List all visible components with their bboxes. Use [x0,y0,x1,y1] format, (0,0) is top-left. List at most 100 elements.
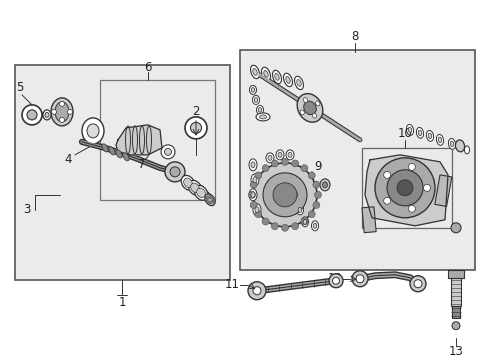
Text: 11: 11 [224,278,239,291]
Ellipse shape [274,73,279,80]
Bar [434,175,451,206]
Circle shape [374,158,434,218]
Circle shape [252,163,316,227]
Circle shape [190,122,201,133]
Ellipse shape [252,204,261,216]
Circle shape [249,202,257,208]
Circle shape [254,211,261,218]
Ellipse shape [263,71,268,77]
Ellipse shape [252,95,259,104]
Text: 7: 7 [138,158,145,171]
Ellipse shape [208,201,211,204]
Circle shape [355,275,363,283]
Circle shape [184,117,206,139]
Ellipse shape [252,68,257,75]
Ellipse shape [194,185,207,200]
Bar [100,80,215,200]
Circle shape [396,180,412,196]
Ellipse shape [250,162,254,168]
Circle shape [386,170,422,206]
Ellipse shape [296,80,301,86]
Text: 6: 6 [144,62,151,75]
Circle shape [407,163,414,170]
Circle shape [328,274,342,288]
Ellipse shape [249,85,256,94]
Ellipse shape [285,77,290,83]
Circle shape [272,183,296,207]
Polygon shape [116,125,162,155]
Circle shape [300,218,307,225]
Ellipse shape [426,130,433,141]
Bar [361,148,451,228]
Text: 12: 12 [327,272,342,285]
Circle shape [161,145,175,159]
Ellipse shape [313,223,316,228]
Text: 9: 9 [314,160,321,174]
Circle shape [314,191,321,198]
Ellipse shape [258,108,261,112]
Ellipse shape [211,197,214,199]
Text: 4: 4 [64,153,72,166]
Ellipse shape [319,179,329,191]
Circle shape [262,218,268,225]
Circle shape [312,202,319,208]
Circle shape [409,276,425,292]
Ellipse shape [87,124,99,138]
Circle shape [451,322,459,330]
Circle shape [307,172,315,179]
Ellipse shape [267,156,271,160]
Circle shape [67,109,72,114]
Circle shape [423,184,429,191]
Text: 8: 8 [350,31,358,44]
Circle shape [413,280,421,288]
Ellipse shape [283,73,292,87]
Ellipse shape [181,175,194,190]
Ellipse shape [251,88,254,92]
Ellipse shape [188,180,202,195]
Circle shape [262,165,268,172]
Text: 2: 2 [192,105,199,118]
Ellipse shape [45,112,49,117]
Circle shape [271,160,278,167]
Circle shape [254,172,261,179]
Bar [15,65,229,280]
Ellipse shape [427,133,431,139]
Ellipse shape [51,98,73,126]
Ellipse shape [212,198,215,201]
Ellipse shape [170,167,180,177]
Ellipse shape [406,125,413,135]
Circle shape [252,287,261,295]
Text: 5: 5 [16,81,23,94]
Circle shape [263,173,306,217]
Circle shape [247,282,265,300]
Bar [240,50,474,270]
Ellipse shape [437,137,441,143]
Circle shape [291,223,298,230]
Circle shape [407,205,414,212]
Circle shape [60,102,64,107]
Ellipse shape [196,188,205,198]
Ellipse shape [250,65,259,78]
Ellipse shape [261,67,270,81]
Ellipse shape [298,207,301,212]
Ellipse shape [447,138,455,149]
Ellipse shape [208,195,211,198]
Circle shape [450,223,460,233]
Circle shape [383,171,390,179]
Bar [240,50,474,270]
Circle shape [300,165,307,172]
Circle shape [281,224,288,231]
Ellipse shape [116,150,122,158]
Ellipse shape [55,102,69,122]
Ellipse shape [294,192,297,197]
Ellipse shape [254,98,257,102]
Ellipse shape [294,76,303,90]
Ellipse shape [292,190,299,200]
Circle shape [248,191,255,198]
Circle shape [51,109,57,114]
Ellipse shape [278,152,282,157]
Ellipse shape [190,183,199,193]
Text: 3: 3 [23,203,31,216]
Ellipse shape [211,201,214,203]
Ellipse shape [82,118,104,144]
